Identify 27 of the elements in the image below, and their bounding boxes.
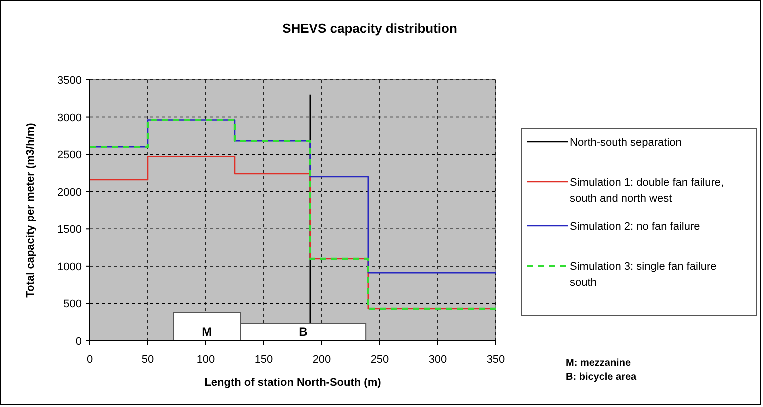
legend-label: Simulation 3: single fan failure south xyxy=(570,261,717,289)
y-tick-label: 2500 xyxy=(58,150,82,162)
text: M: mezzanine xyxy=(566,358,632,369)
y-tick-label: 3000 xyxy=(58,112,82,124)
legend-label: Simulation 2: no fan failure xyxy=(570,221,700,233)
x-tick-label: 100 xyxy=(196,354,216,366)
x-axis-title: Length of station North-South (m) xyxy=(204,377,382,389)
legend-label: Simulation 1: double fan failure, south and north west xyxy=(570,177,724,205)
text: B: bicycle area xyxy=(566,372,638,383)
y-tick-label: 0 xyxy=(76,336,82,348)
y-tick-label: 3500 xyxy=(58,75,82,87)
legend-label: North-south separation xyxy=(570,137,682,149)
y-tick-label: 1500 xyxy=(58,224,82,236)
y-tick-label: 2000 xyxy=(58,186,82,199)
band-label: B xyxy=(299,325,308,339)
x-tick-label: 150 xyxy=(254,354,274,366)
chart-title: SHEVS capacity distribution xyxy=(282,21,458,36)
y-tick-label: 1000 xyxy=(58,261,82,274)
x-tick-label: 200 xyxy=(312,354,332,366)
band-label: M xyxy=(202,325,212,339)
x-tick-label: 250 xyxy=(370,354,390,366)
x-tick-label: 350 xyxy=(486,354,506,366)
y-axis-title: Total capacity per meter (m3/h/m) xyxy=(25,122,37,298)
y-tick-label: 500 xyxy=(64,298,82,311)
x-tick-label: 50 xyxy=(142,354,154,366)
x-tick-label: 300 xyxy=(428,354,448,366)
x-tick-label: 0 xyxy=(86,354,94,366)
